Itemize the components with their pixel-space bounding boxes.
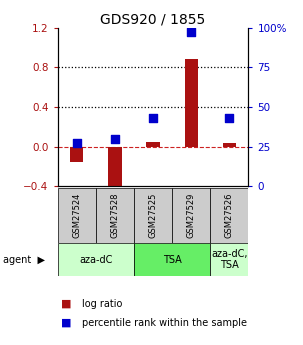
Bar [134, 188, 172, 243]
Text: percentile rank within the sample: percentile rank within the sample [82, 318, 247, 327]
Bar [146, 142, 160, 147]
Bar [108, 147, 122, 188]
Bar [185, 59, 198, 147]
Text: TSA: TSA [163, 255, 181, 265]
Bar [210, 188, 248, 243]
Text: GSM27525: GSM27525 [148, 193, 158, 238]
Bar [96, 188, 134, 243]
Text: GSM27528: GSM27528 [110, 193, 119, 238]
Text: aza-dC,
TSA: aza-dC, TSA [211, 249, 248, 270]
Text: agent  ▶: agent ▶ [3, 255, 45, 265]
Text: GSM27524: GSM27524 [72, 193, 81, 238]
Text: log ratio: log ratio [82, 299, 122, 308]
Bar [58, 243, 134, 276]
Text: aza-dC: aza-dC [79, 255, 112, 265]
Point [227, 115, 232, 121]
Bar [223, 142, 236, 147]
Text: GSM27529: GSM27529 [187, 193, 196, 238]
Point [151, 115, 155, 121]
Point [74, 141, 79, 146]
Bar [134, 243, 210, 276]
Text: GSM27526: GSM27526 [225, 193, 234, 238]
Point [112, 136, 117, 141]
Text: ■: ■ [61, 299, 71, 308]
Point [189, 30, 194, 35]
Bar [172, 188, 210, 243]
Text: ■: ■ [61, 318, 71, 327]
Bar [58, 188, 96, 243]
Title: GDS920 / 1855: GDS920 / 1855 [100, 12, 206, 27]
Bar [210, 243, 248, 276]
Bar [70, 147, 83, 161]
